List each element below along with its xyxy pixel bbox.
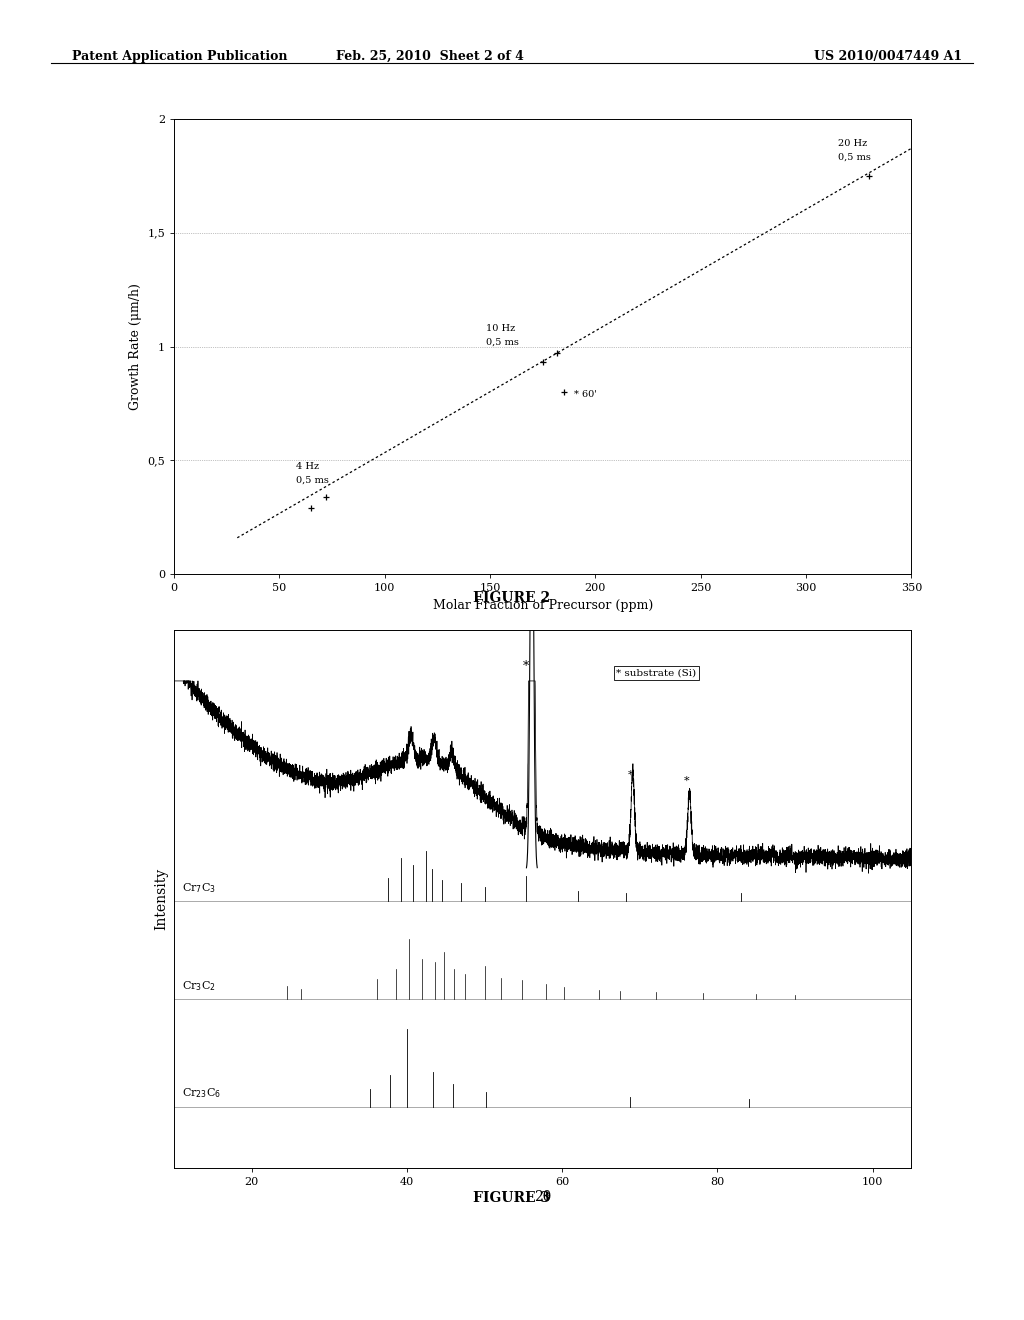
Text: * 60': * 60' — [574, 389, 597, 399]
Text: Cr$_{23}$C$_6$: Cr$_{23}$C$_6$ — [182, 1086, 221, 1101]
Text: 0,5 ms: 0,5 ms — [296, 477, 329, 486]
Text: US 2010/0047449 A1: US 2010/0047449 A1 — [814, 50, 963, 63]
X-axis label: Molar Fraction of Precursor (ppm): Molar Fraction of Precursor (ppm) — [432, 599, 653, 611]
X-axis label: 2θ: 2θ — [535, 1191, 551, 1204]
Text: Patent Application Publication: Patent Application Publication — [72, 50, 287, 63]
Text: FIGURE 3: FIGURE 3 — [473, 1191, 551, 1205]
Text: *: * — [522, 660, 528, 673]
Text: Cr$_3$C$_2$: Cr$_3$C$_2$ — [182, 979, 216, 993]
Text: *: * — [628, 770, 633, 779]
Text: Cr$_7$C$_3$: Cr$_7$C$_3$ — [182, 882, 216, 895]
Text: 0,5 ms: 0,5 ms — [838, 153, 870, 162]
Y-axis label: Intensity: Intensity — [155, 867, 169, 931]
Text: FIGURE 2: FIGURE 2 — [473, 591, 551, 606]
Text: Feb. 25, 2010  Sheet 2 of 4: Feb. 25, 2010 Sheet 2 of 4 — [336, 50, 524, 63]
Y-axis label: Growth Rate (μm/h): Growth Rate (μm/h) — [129, 282, 141, 411]
Text: 20 Hz: 20 Hz — [838, 139, 867, 148]
Text: 0,5 ms: 0,5 ms — [485, 337, 519, 346]
Text: 10 Hz: 10 Hz — [485, 323, 515, 333]
Text: * substrate (Si): * substrate (Si) — [616, 668, 696, 677]
Text: *: * — [684, 776, 690, 787]
Text: 4 Hz: 4 Hz — [296, 462, 319, 471]
